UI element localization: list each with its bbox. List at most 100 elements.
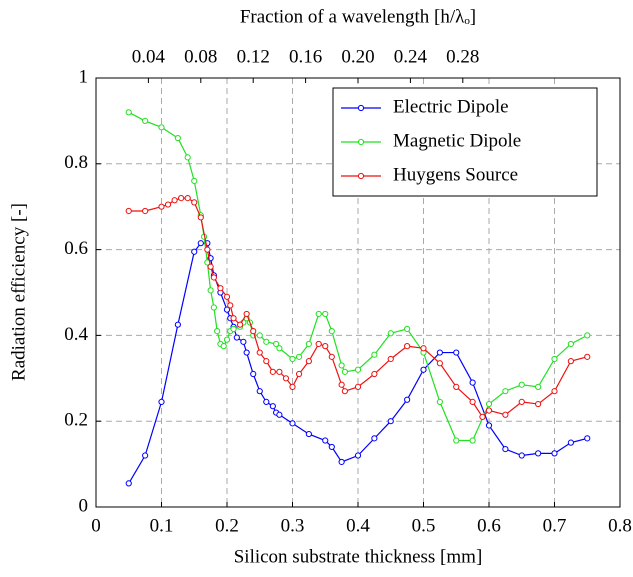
data-point bbox=[341, 388, 348, 395]
data-point bbox=[223, 293, 231, 300]
data-point bbox=[404, 396, 411, 403]
data-point bbox=[315, 310, 322, 318]
data-point bbox=[584, 332, 591, 339]
data-point bbox=[584, 353, 591, 360]
data-point bbox=[230, 325, 237, 333]
data-point bbox=[158, 398, 165, 405]
y-tick-label: 0.4 bbox=[64, 324, 88, 345]
data-point bbox=[256, 388, 263, 395]
data-point bbox=[214, 328, 221, 335]
legend-label: Huygens Source bbox=[393, 164, 518, 185]
data-point bbox=[551, 450, 558, 457]
data-point bbox=[502, 411, 509, 418]
y-tick-label: 0 bbox=[79, 495, 89, 516]
data-point bbox=[269, 368, 276, 375]
data-point bbox=[289, 420, 296, 427]
data-point bbox=[404, 343, 411, 350]
x-tick-label: 0.7 bbox=[543, 515, 567, 536]
plot-frame bbox=[95, 77, 621, 508]
data-point bbox=[315, 340, 322, 348]
data-point bbox=[174, 321, 181, 328]
data-point bbox=[227, 302, 234, 309]
data-point bbox=[535, 400, 542, 408]
data-point bbox=[158, 124, 165, 131]
data-point bbox=[256, 332, 263, 339]
x-axis-label: Silicon substrate thickness [mm] bbox=[234, 546, 483, 567]
data-point bbox=[535, 383, 542, 390]
data-point bbox=[518, 381, 525, 388]
data-point bbox=[485, 422, 493, 429]
y-tick-label: 0.8 bbox=[64, 152, 88, 173]
data-point bbox=[197, 214, 204, 221]
data-point bbox=[210, 274, 217, 281]
data-point bbox=[567, 340, 574, 348]
data-point bbox=[276, 411, 283, 418]
legend-marker bbox=[357, 138, 365, 146]
data-point bbox=[243, 349, 250, 356]
data-point bbox=[191, 248, 198, 255]
data-point bbox=[338, 362, 345, 369]
data-point bbox=[191, 177, 198, 185]
data-point bbox=[328, 328, 335, 335]
data-point bbox=[191, 199, 198, 206]
data-point bbox=[197, 240, 204, 247]
data-point bbox=[551, 355, 558, 363]
data-point bbox=[273, 340, 280, 348]
top-tick-label: 0.20 bbox=[341, 46, 374, 67]
data-point bbox=[243, 310, 250, 318]
legend-label: Electric Dipole bbox=[393, 96, 509, 117]
data-point bbox=[354, 383, 362, 390]
top-tick-label: 0.12 bbox=[237, 46, 270, 67]
data-point bbox=[269, 403, 276, 410]
data-point bbox=[354, 366, 362, 373]
data-point bbox=[354, 452, 362, 459]
data-point bbox=[535, 450, 542, 457]
y-axis-label: Radiation efficiency [-] bbox=[8, 203, 29, 381]
data-point bbox=[142, 117, 149, 125]
x-tick-label: 0.5 bbox=[412, 515, 436, 536]
data-point bbox=[289, 383, 296, 390]
data-point bbox=[237, 321, 244, 328]
data-point bbox=[240, 338, 247, 345]
data-point bbox=[502, 388, 509, 395]
data-point bbox=[178, 195, 185, 202]
data-point bbox=[263, 338, 270, 345]
data-point bbox=[436, 349, 443, 356]
data-point bbox=[233, 334, 240, 341]
data-point bbox=[184, 154, 191, 161]
data-point bbox=[207, 287, 214, 294]
data-point bbox=[125, 207, 132, 215]
top-tick-label: 0.24 bbox=[394, 46, 428, 67]
x-tick-label: 0.1 bbox=[150, 515, 174, 536]
data-point bbox=[479, 413, 486, 421]
data-point bbox=[518, 398, 525, 405]
x-tick-label: 0.6 bbox=[477, 515, 501, 536]
data-point bbox=[322, 343, 329, 350]
data-point bbox=[371, 370, 378, 378]
data-point bbox=[485, 407, 493, 414]
x-tick-label: 0.4 bbox=[346, 515, 370, 536]
data-point bbox=[469, 398, 476, 405]
data-point bbox=[328, 443, 335, 451]
data-point bbox=[295, 353, 303, 360]
data-point bbox=[174, 134, 181, 142]
data-point bbox=[404, 325, 411, 333]
data-point bbox=[371, 435, 378, 442]
y-tick-label: 0.6 bbox=[64, 238, 88, 259]
data-point bbox=[328, 353, 335, 360]
data-point bbox=[158, 203, 165, 210]
data-point bbox=[485, 400, 493, 408]
y-tick-label: 1 bbox=[79, 66, 89, 87]
top-axis-label: Fraction of a wavelength [h/λₒ] bbox=[240, 6, 476, 27]
y-tick-label: 0.2 bbox=[64, 410, 88, 431]
top-tick-label: 0.28 bbox=[446, 46, 479, 67]
data-point bbox=[387, 355, 394, 363]
data-point bbox=[453, 383, 460, 390]
x-tick-label: 0.3 bbox=[281, 515, 305, 536]
top-tick-label: 0.16 bbox=[289, 46, 322, 67]
legend-marker bbox=[357, 104, 365, 112]
data-point bbox=[584, 435, 591, 442]
data-point bbox=[142, 207, 149, 215]
legend-marker bbox=[357, 172, 365, 180]
data-point bbox=[469, 437, 476, 444]
